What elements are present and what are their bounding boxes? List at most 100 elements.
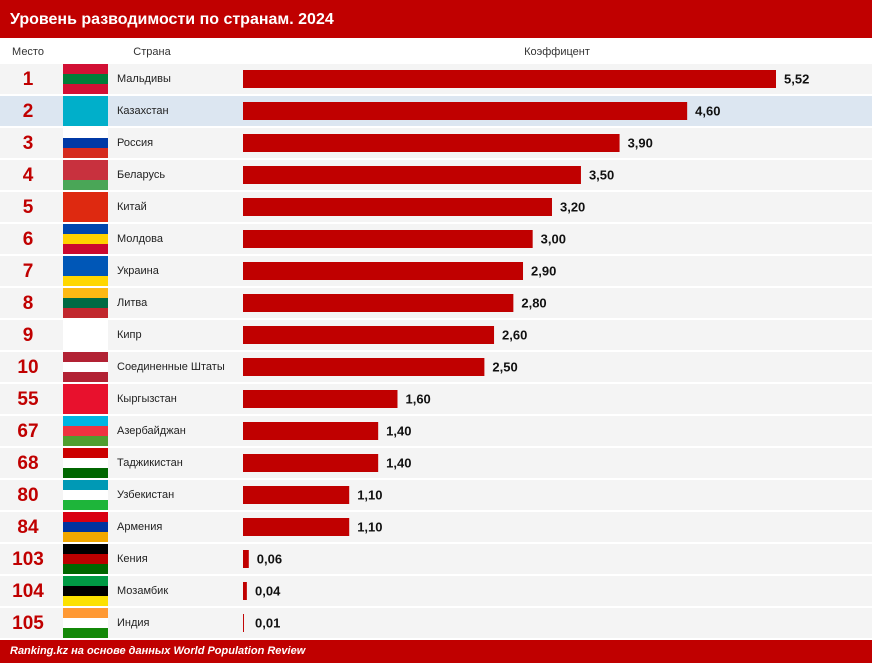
flag-stripe <box>63 586 108 596</box>
rank: 4 <box>23 165 34 186</box>
row-background <box>0 608 872 638</box>
flag-stripe <box>63 576 108 586</box>
country-name: Кипр <box>117 329 142 341</box>
country-name: Мозамбик <box>117 585 168 597</box>
rank: 84 <box>17 517 39 538</box>
value-label: 3,90 <box>628 135 653 150</box>
country-name: Кыргызстан <box>117 393 177 405</box>
flag-stripe <box>63 244 108 254</box>
value-label: 3,50 <box>589 167 614 182</box>
country-name: Узбекистан <box>117 489 174 501</box>
rank: 9 <box>23 325 34 346</box>
flag-stripe <box>63 352 108 362</box>
country-name: Соединенные Штаты <box>117 361 225 373</box>
flag-stripe <box>63 128 108 138</box>
bar <box>243 486 350 504</box>
row-background <box>0 416 872 446</box>
flag-stripe <box>63 256 108 266</box>
row-background <box>0 544 872 574</box>
country-name: Индия <box>117 617 150 629</box>
rank: 2 <box>23 101 34 122</box>
column-header: Коэффицент <box>524 46 590 58</box>
flag-stripe <box>63 426 108 436</box>
country-name: Украина <box>117 265 160 277</box>
bar <box>243 582 247 600</box>
flag-stripe <box>63 330 108 340</box>
bar <box>243 326 495 344</box>
flag-stripe <box>63 298 108 308</box>
bar <box>243 550 249 568</box>
flag-stripe <box>63 202 108 212</box>
flag-stripe <box>63 490 108 500</box>
flag-stripe <box>63 74 108 84</box>
flag-stripe <box>63 340 108 350</box>
rank: 105 <box>12 613 44 634</box>
value-label: 0,01 <box>255 615 280 630</box>
flag-stripe <box>63 288 108 298</box>
country-name: Беларусь <box>117 169 165 181</box>
bar <box>243 230 533 248</box>
value-label: 2,90 <box>531 263 556 278</box>
flag-stripe <box>63 266 108 276</box>
flag-stripe <box>63 148 108 158</box>
flag-stripe <box>63 618 108 628</box>
rank: 3 <box>23 133 34 154</box>
country-name: Китай <box>117 201 147 213</box>
value-label: 3,20 <box>560 199 585 214</box>
flag-stripe <box>63 404 108 414</box>
rank: 10 <box>17 357 38 378</box>
bar <box>243 134 620 152</box>
flag-stripe <box>63 564 108 574</box>
bar <box>243 614 244 632</box>
flag-stripe <box>63 362 108 372</box>
column-header: Страна <box>133 46 171 58</box>
country-name: Азербайджан <box>117 425 186 437</box>
flag-stripe <box>63 500 108 510</box>
bar <box>243 262 524 280</box>
country-name: Кения <box>117 553 148 565</box>
country-name: Литва <box>117 297 148 309</box>
bar <box>243 102 688 120</box>
rank: 80 <box>17 485 38 506</box>
flag-stripe <box>63 608 108 618</box>
flag-stripe <box>63 512 108 522</box>
source: Ranking.kz на основе данных World Popula… <box>10 645 307 657</box>
flag-stripe <box>63 372 108 382</box>
value-label: 2,80 <box>521 295 546 310</box>
flag-stripe <box>63 212 108 222</box>
flag-stripe <box>63 532 108 542</box>
rank: 1 <box>23 69 34 90</box>
value-label: 1,10 <box>357 487 382 502</box>
row-background <box>0 512 872 542</box>
country-name: Казахстан <box>117 105 169 117</box>
country-name: Таджикистан <box>117 457 183 469</box>
rank: 104 <box>12 581 44 602</box>
flag-stripe <box>63 596 108 606</box>
flag-stripe <box>63 436 108 446</box>
rank: 55 <box>17 389 39 410</box>
flag-stripe <box>63 522 108 532</box>
country-name: Армения <box>117 521 162 533</box>
flag-stripe <box>63 544 108 554</box>
country-name: Молдова <box>117 233 164 245</box>
bar <box>243 454 379 472</box>
value-label: 1,60 <box>405 391 430 406</box>
rank: 7 <box>23 261 34 282</box>
flag-stripe <box>63 320 108 330</box>
row-background <box>0 480 872 510</box>
flag-stripe <box>63 234 108 244</box>
flag-stripe <box>63 192 108 202</box>
bar <box>243 70 776 88</box>
rank: 5 <box>23 197 34 218</box>
bar <box>243 198 552 216</box>
bar <box>243 166 581 184</box>
value-label: 3,00 <box>541 231 566 246</box>
flag-stripe <box>63 416 108 426</box>
bar <box>243 390 398 408</box>
rank: 68 <box>17 453 38 474</box>
rank: 8 <box>23 293 34 314</box>
country-name: Мальдивы <box>117 73 171 85</box>
chart-title: Уровень разводимости по странам. 2024 <box>10 11 334 28</box>
